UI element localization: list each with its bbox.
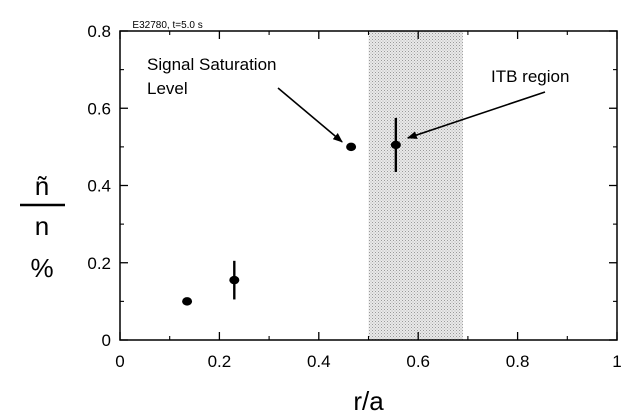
x-tick-label: 0.6 (406, 352, 430, 371)
annotation-saturation-line1: Signal Saturation (147, 55, 276, 74)
data-marks (182, 117, 401, 306)
y-axis-label-denominator: n (35, 211, 49, 241)
annotation-saturation-arrow (277, 87, 343, 143)
y-axis-label-numerator: ñ (35, 171, 49, 201)
x-tick-label: 0.4 (307, 352, 331, 371)
x-axis-label: r/a (353, 386, 384, 416)
x-tick-label: 0 (115, 352, 124, 371)
data-point (229, 275, 240, 285)
annotation-itb-region: ITB region (491, 67, 569, 86)
chart-title: E32780, t=5.0 s (132, 20, 202, 31)
itb-shaded-region (368, 31, 463, 340)
data-point (182, 297, 193, 306)
axis-ticks: 0 0.2 0.4 0.6 0.8 1 0 0.2 0.4 0.6 0.8 (87, 22, 621, 371)
y-tick-label: 0.8 (87, 22, 111, 41)
y-tick-label: 0.2 (87, 254, 111, 273)
x-tick-label: 1 (612, 352, 621, 371)
x-tick-label: 0.8 (506, 352, 530, 371)
y-tick-label: 0.6 (87, 99, 111, 118)
y-tick-label: 0 (102, 331, 111, 350)
data-point (346, 142, 357, 152)
annotation-saturation-line2: Level (147, 79, 188, 98)
y-axis-label-unit: % (30, 253, 53, 283)
data-point (390, 140, 401, 150)
y-tick-label: 0.4 (87, 177, 111, 196)
annotation-itb-arrow (406, 91, 546, 139)
x-tick-label: 0.2 (208, 352, 232, 371)
